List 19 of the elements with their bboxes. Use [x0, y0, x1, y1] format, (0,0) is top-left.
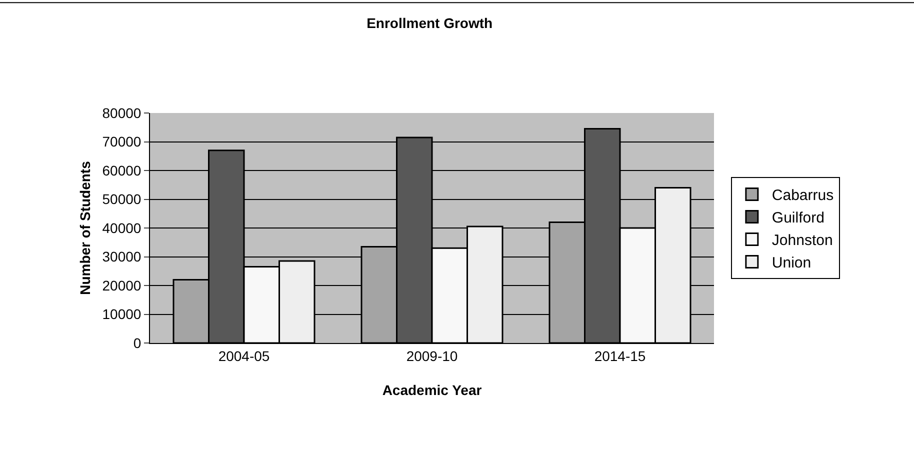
x-tick-label: 2004-05: [218, 348, 270, 364]
y-tick-label: 10000: [102, 306, 142, 322]
y-tick-label: 70000: [102, 134, 142, 150]
y-tick-label: 60000: [102, 162, 142, 178]
x-tick-label: 2009-10: [406, 348, 458, 364]
legend-label: Union: [772, 254, 812, 272]
legend-label: Cabarrus: [772, 187, 834, 204]
y-tick-label: 20000: [102, 277, 142, 294]
y-tick-label: 40000: [102, 220, 142, 236]
chart-title: Enrollment Growth: [366, 15, 493, 31]
y-tick-label: 80000: [102, 104, 142, 121]
y-tick-label: 30000: [102, 248, 142, 265]
y-tick-label: 50000: [102, 191, 142, 208]
y-tick-label: 0: [133, 334, 142, 351]
x-tick-label: 2014-15: [594, 348, 646, 364]
legend-label: Guilford: [772, 210, 824, 227]
legend-label: Johnston: [772, 232, 833, 250]
y-axis-title: Number of Students: [76, 160, 93, 295]
x-axis-title: Academic Year: [382, 382, 482, 398]
